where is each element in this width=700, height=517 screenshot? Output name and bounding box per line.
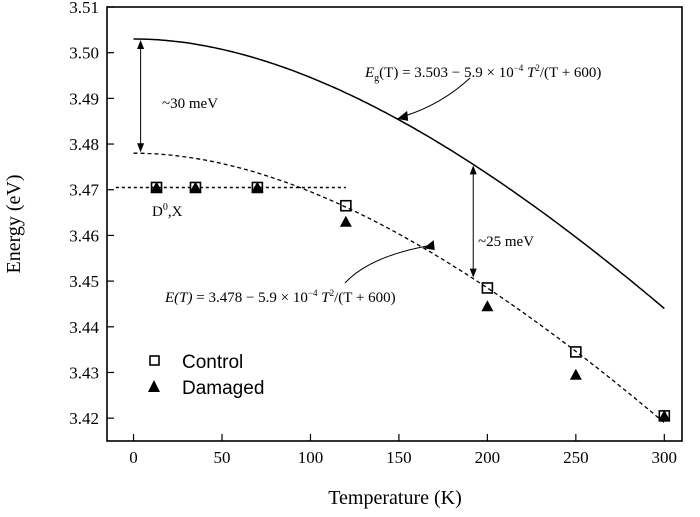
eg-rhs-a: = 3.503 − 5.9 × 10 xyxy=(398,65,513,81)
legend-damaged-label: Damaged xyxy=(182,378,264,399)
eg-curve xyxy=(133,38,665,310)
control-point xyxy=(340,199,352,212)
y-tick-label: 3.48 xyxy=(69,135,99,154)
d0x-main: D xyxy=(152,204,163,220)
annotation-arrows xyxy=(137,40,477,284)
x-tick-label: 200 xyxy=(475,448,501,467)
x-tick-label: 0 xyxy=(129,448,138,467)
damaged-point xyxy=(481,300,494,312)
y-tick-label: 3.46 xyxy=(69,226,99,245)
x-tick-label: 150 xyxy=(386,448,412,467)
e-formula-pointer xyxy=(344,244,432,284)
damaged-point xyxy=(658,409,671,421)
plot-frame xyxy=(106,6,683,442)
arrowhead xyxy=(137,40,145,50)
y-axis-title: Energy (eV) xyxy=(3,174,25,273)
damaged-point xyxy=(150,181,163,193)
eg-lhs-sub: g xyxy=(374,73,379,84)
damaged-point xyxy=(251,181,264,193)
eg-rhs-t: T xyxy=(523,65,537,81)
eg-lhs-arg: (T) xyxy=(379,65,398,81)
y-tick-label: 3.44 xyxy=(69,318,99,337)
arrowhead xyxy=(397,110,409,121)
damaged-point xyxy=(189,181,202,193)
d0x-superscript: 0 xyxy=(163,202,168,213)
x-tick-label: 300 xyxy=(652,448,678,467)
eg-sq: 2 xyxy=(535,63,540,73)
gap-30-label: ~30 meV xyxy=(162,96,218,112)
y-tick-label: 3.43 xyxy=(69,363,99,382)
data-points xyxy=(150,181,671,422)
y-tick-label: 3.49 xyxy=(69,89,99,108)
e-curve xyxy=(133,152,665,424)
eg-formula-pointer xyxy=(405,77,471,117)
e-rhs-b: /(T + 600) xyxy=(334,290,396,306)
y-tick-label: 3.51 xyxy=(69,0,99,17)
legend: Control Damaged xyxy=(148,352,264,399)
control-point xyxy=(481,282,494,294)
eg-exp: −4 xyxy=(514,63,524,73)
x-axis-title: Temperature (K) xyxy=(328,487,462,509)
legend-control-marker xyxy=(149,355,160,366)
x-tick-label: 100 xyxy=(298,448,324,467)
arrowhead xyxy=(423,240,435,251)
d0x-label: D0,X xyxy=(152,202,183,220)
gap-25-label: ~25 meV xyxy=(478,234,534,250)
e-exp: −4 xyxy=(308,288,318,298)
e-sq: 2 xyxy=(330,288,335,298)
x-tick-label: 50 xyxy=(214,448,231,467)
arrowhead xyxy=(469,268,477,278)
eg-formula: Eg(T) = 3.503 − 5.9 × 10−4 T2/(T + 600) xyxy=(364,63,601,84)
eg-rhs-b: /(T + 600) xyxy=(540,65,602,81)
e-lhs: E(T) xyxy=(164,290,193,306)
y-tick-label: 3.42 xyxy=(69,409,99,428)
y-tick-label: 3.47 xyxy=(69,181,99,200)
damaged-point xyxy=(339,215,352,227)
e-formula: E(T) = 3.478 − 5.9 × 10−4 T2/(T + 600) xyxy=(164,288,396,306)
legend-control-label: Control xyxy=(182,352,243,373)
e-rhs-a: = 3.478 − 5.9 × 10 xyxy=(193,290,308,306)
control-point xyxy=(570,346,582,358)
e-rhs-t: T xyxy=(317,290,331,306)
arrowhead xyxy=(137,143,145,153)
axis-ticks: 0 50 100 150 200 250 300 3.42 3.43 3.44 3.45 3.46 3.… xyxy=(69,0,677,467)
arrowhead xyxy=(469,165,477,175)
y-tick-label: 3.50 xyxy=(69,44,99,63)
legend-damaged-marker xyxy=(148,380,160,392)
x-tick-label: 250 xyxy=(563,448,589,467)
y-tick-label: 3.45 xyxy=(69,272,99,291)
d0x-rest: ,X xyxy=(168,204,183,220)
damaged-point xyxy=(569,368,582,380)
eg-lhs-main: E xyxy=(364,65,374,81)
